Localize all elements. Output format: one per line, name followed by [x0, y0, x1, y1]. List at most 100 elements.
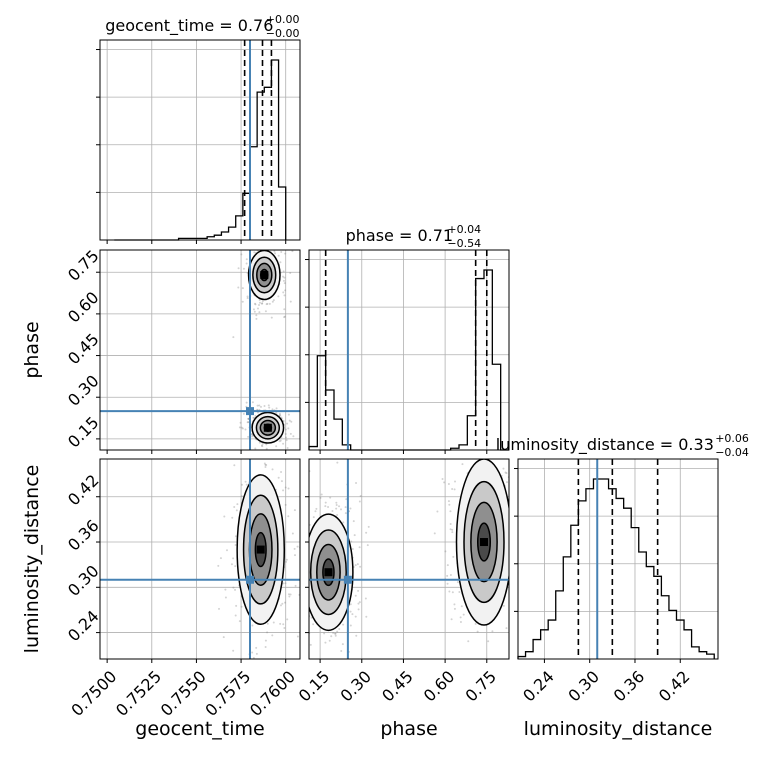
- scatter-point: [283, 294, 286, 297]
- scatter-point: [323, 632, 326, 635]
- scatter-point: [289, 300, 292, 303]
- scatter-point: [279, 622, 282, 625]
- scatter-point: [319, 496, 322, 499]
- grid-layer: [100, 40, 718, 659]
- scatter-point: [277, 295, 280, 298]
- scatter-point: [247, 417, 250, 420]
- scatter-point: [223, 515, 226, 518]
- scatter-point: [271, 243, 273, 245]
- y-tick-label-luminosity_distance-3: 0.42: [64, 471, 103, 510]
- scatter-point: [285, 558, 288, 561]
- density-peak-marker: [260, 271, 269, 279]
- scatter-point: [305, 596, 307, 598]
- scatter-point: [287, 593, 290, 596]
- scatter-point: [264, 472, 266, 474]
- scatter-point: [289, 271, 292, 274]
- density-peak-marker: [324, 568, 333, 577]
- scatter-point: [283, 627, 286, 630]
- scatter-point: [446, 564, 449, 567]
- scatter-point: [250, 433, 253, 436]
- scatter-point: [260, 456, 262, 458]
- scatter-point: [303, 545, 305, 547]
- scatter-point: [247, 421, 250, 424]
- scatter-point: [255, 652, 258, 655]
- scatter-point: [512, 504, 514, 506]
- scatter-point: [282, 291, 285, 294]
- scatter-point: [263, 405, 266, 408]
- scatter-point: [504, 471, 507, 474]
- scatter-point: [306, 568, 308, 570]
- scatter-point: [246, 295, 249, 298]
- scatter-point: [312, 516, 315, 519]
- scatter-point: [487, 640, 490, 643]
- x-tick-label-luminosity_distance-0: 0.24: [519, 667, 558, 706]
- scatter-point: [291, 250, 294, 253]
- data-layer: [114, 40, 715, 659]
- scatter-point: [235, 509, 238, 512]
- scatter-point: [252, 416, 255, 419]
- scatter-point: [335, 501, 338, 504]
- x-tick-label-geocent_time-1: 0.7525: [112, 667, 165, 720]
- scatter-point: [448, 590, 451, 593]
- scatter-point: [283, 276, 286, 279]
- scatter-point: [451, 488, 454, 491]
- scatter-point: [512, 526, 514, 528]
- scatter-point: [302, 551, 304, 553]
- scatter-point: [231, 516, 234, 519]
- scatter-point: [248, 454, 250, 456]
- scatter-point: [349, 610, 352, 613]
- hist-1d-phase: [308, 269, 509, 451]
- scatter-point: [489, 454, 491, 456]
- y-axis-label-luminosity_distance: luminosity_distance: [21, 465, 43, 654]
- scatter-point: [232, 649, 235, 652]
- scatter-point: [320, 493, 323, 496]
- scatter-point: [265, 303, 268, 306]
- scatter-point: [241, 300, 244, 303]
- scatter-point: [324, 501, 327, 504]
- scatter-point: [280, 480, 283, 483]
- scatter-point: [505, 472, 508, 475]
- scatter-point: [515, 532, 517, 534]
- panel-2d-phase-luminosity_distance: [290, 443, 539, 659]
- scatter-point: [266, 622, 269, 625]
- scatter-point: [327, 505, 330, 508]
- scatter-point: [342, 521, 345, 524]
- scatter-point: [267, 462, 269, 464]
- scatter-point: [453, 488, 456, 491]
- scatter-point: [228, 456, 230, 458]
- scatter-point: [266, 242, 268, 244]
- scatter-point: [467, 640, 470, 643]
- x-tick-label-phase-1: 0.30: [336, 667, 375, 706]
- scatter-point: [287, 427, 290, 430]
- scatter-point: [251, 401, 254, 404]
- scatter-point: [284, 582, 287, 585]
- scatter-point: [275, 445, 278, 448]
- scatter-point: [252, 308, 255, 311]
- scatter-point: [524, 580, 526, 582]
- scatter-point: [290, 520, 292, 522]
- scatter-point: [275, 247, 277, 249]
- scatter-point: [232, 336, 235, 339]
- scatter-point: [254, 303, 257, 306]
- y-tick-label-phase-3: 0.60: [64, 288, 103, 327]
- scatter-point: [234, 588, 237, 591]
- scatter-point: [280, 470, 283, 473]
- scatter-point: [305, 522, 307, 524]
- scatter-point: [310, 616, 313, 619]
- scatter-point: [284, 601, 287, 604]
- scatter-point: [444, 550, 447, 553]
- scatter-point: [295, 560, 297, 562]
- scatter-point: [254, 242, 256, 244]
- scatter-point: [234, 614, 237, 617]
- x-tick-label-geocent_time-0: 0.7500: [67, 667, 120, 720]
- scatter-point: [268, 406, 271, 409]
- scatter-point: [284, 503, 287, 506]
- scatter-point: [537, 549, 539, 551]
- title-minus-phase: −0.54: [447, 237, 481, 250]
- scatter-point: [334, 634, 337, 637]
- scatter-point: [232, 586, 235, 589]
- y-tick-label-phase-2: 0.45: [64, 330, 103, 369]
- scatter-point: [233, 464, 236, 467]
- scatter-point: [489, 443, 491, 445]
- title-minus-geocent_time: −0.00: [266, 27, 300, 40]
